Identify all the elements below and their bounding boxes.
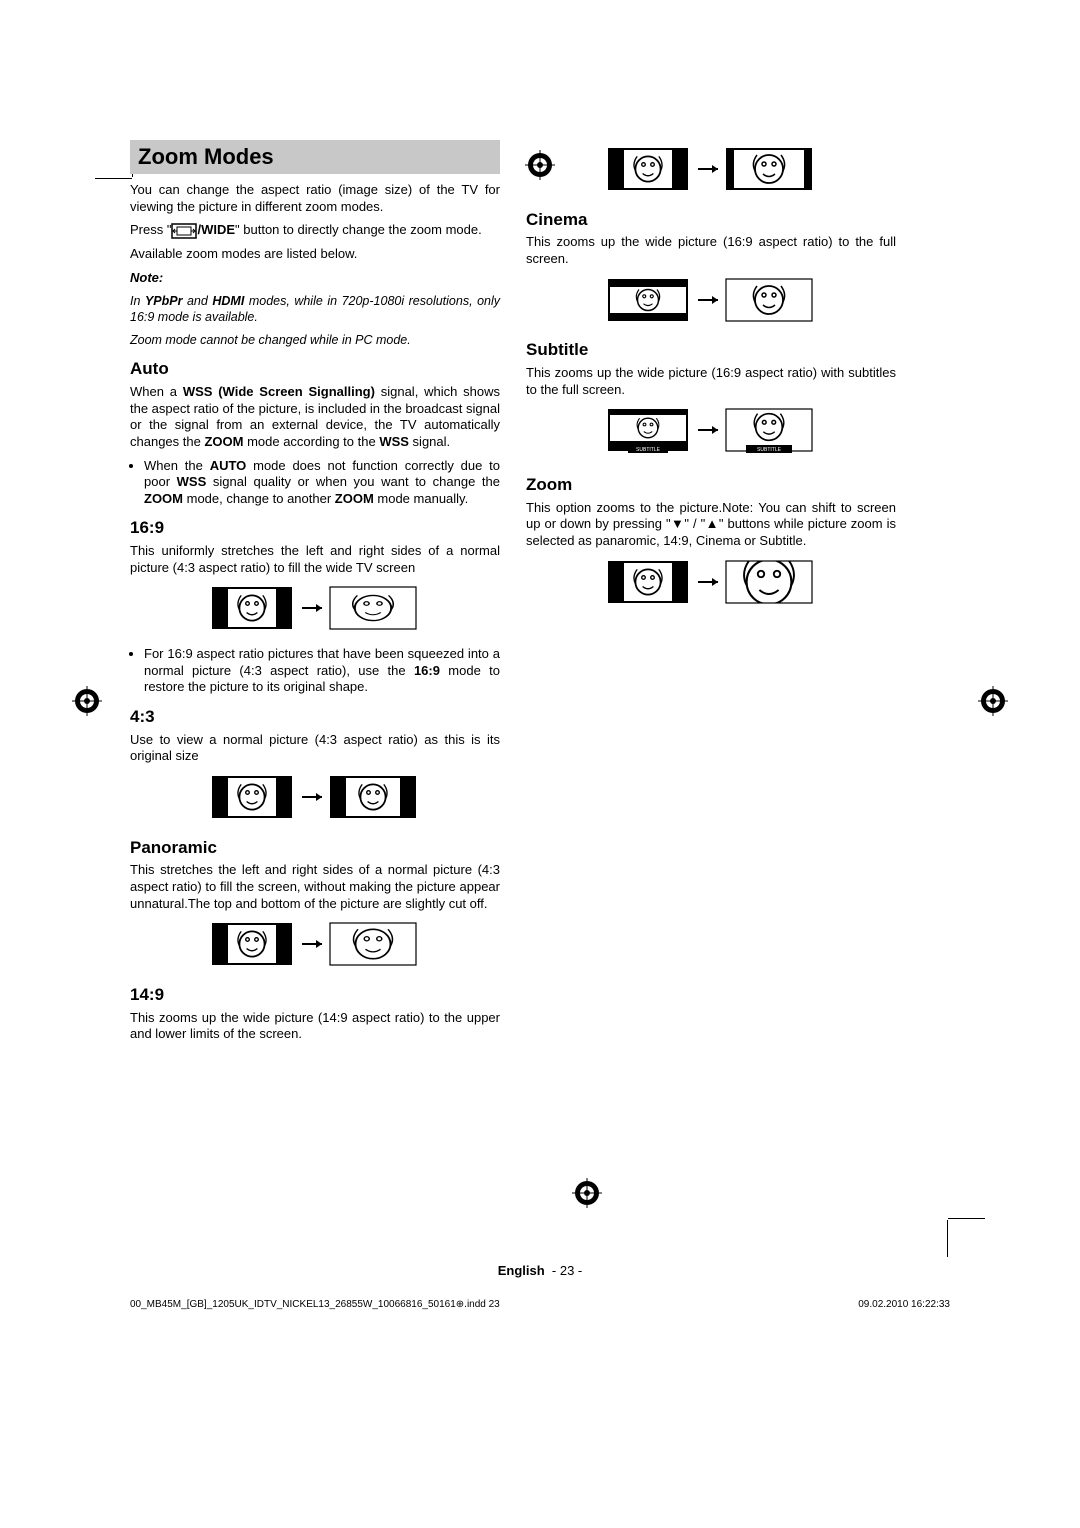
r16-9-list: For 16:9 aspect ratio pictures that have… <box>130 646 500 696</box>
diagram-14-9 <box>526 144 896 199</box>
diagram-zoom <box>526 557 896 612</box>
list-item: For 16:9 aspect ratio pictures that have… <box>144 646 500 696</box>
crop-mark <box>95 178 132 179</box>
print-file: 00_MB45M_[GB]_1205UK_IDTV_NICKEL13_26855… <box>130 1299 500 1310</box>
r16-9-p1: This uniformly stretches the left and ri… <box>130 543 500 576</box>
registration-mark-icon <box>572 1178 602 1208</box>
auto-paragraph: When a WSS (Wide Screen Signalling) sign… <box>130 384 500 451</box>
r14-9-p: This zooms up the wide picture (14:9 asp… <box>130 1010 500 1043</box>
heading-panoramic: Panoramic <box>130 837 500 859</box>
diagram-cinema <box>526 275 896 330</box>
print-footer: 00_MB45M_[GB]_1205UK_IDTV_NICKEL13_26855… <box>130 1299 950 1310</box>
crop-mark <box>948 1218 985 1219</box>
registration-mark-icon <box>72 686 102 716</box>
heading-16-9: 16:9 <box>130 517 500 539</box>
r4-3-p: Use to view a normal picture (4:3 aspect… <box>130 732 500 765</box>
panoramic-p: This stretches the left and right sides … <box>130 862 500 912</box>
diagram-subtitle: SUBTITLE SUBTITLE <box>526 405 896 464</box>
heading-cinema: Cinema <box>526 209 896 231</box>
svg-text:SUBTITLE: SUBTITLE <box>757 447 782 453</box>
diagram-panoramic <box>130 919 500 974</box>
heading-zoom: Zoom <box>526 474 896 496</box>
left-column: Zoom Modes You can change the aspect rat… <box>130 140 500 1050</box>
svg-text:SUBTITLE: SUBTITLE <box>636 447 661 453</box>
heading-4-3: 4:3 <box>130 706 500 728</box>
subtitle-p: This zooms up the wide picture (16:9 asp… <box>526 365 896 398</box>
section-title: Zoom Modes <box>130 140 500 174</box>
list-item: When the AUTO mode does not function cor… <box>144 458 500 508</box>
heading-14-9: 14:9 <box>130 984 500 1006</box>
page-content: Zoom Modes You can change the aspect rat… <box>130 140 950 1050</box>
diagram-16-9 <box>130 583 500 638</box>
heading-subtitle: Subtitle <box>526 339 896 361</box>
print-timestamp: 09.02.2010 16:22:33 <box>858 1299 950 1310</box>
footer-lang: English <box>498 1263 545 1278</box>
heading-auto: Auto <box>130 358 500 380</box>
intro-p1: You can change the aspect ratio (image s… <box>130 182 500 215</box>
intro-p3: Available zoom modes are listed below. <box>130 246 500 263</box>
auto-list: When the AUTO mode does not function cor… <box>130 458 500 508</box>
cinema-p: This zooms up the wide picture (16:9 asp… <box>526 234 896 267</box>
note-label: Note: <box>130 270 500 287</box>
page-footer: English - 23 - <box>0 1263 1080 1278</box>
wide-icon <box>171 223 197 239</box>
footer-page: - 23 - <box>552 1263 582 1278</box>
right-column: Cinema This zooms up the wide picture (1… <box>526 140 896 1050</box>
note-body-2: Zoom mode cannot be changed while in PC … <box>130 332 500 348</box>
intro-p2: Press "/WIDE" button to directly change … <box>130 222 500 239</box>
registration-mark-icon <box>978 686 1008 716</box>
crop-mark <box>947 1220 948 1257</box>
note-body-1: In YPbPr and HDMI modes, while in 720p-1… <box>130 293 500 325</box>
diagram-4-3 <box>130 772 500 827</box>
zoom-p: This option zooms to the picture.Note: Y… <box>526 500 896 550</box>
